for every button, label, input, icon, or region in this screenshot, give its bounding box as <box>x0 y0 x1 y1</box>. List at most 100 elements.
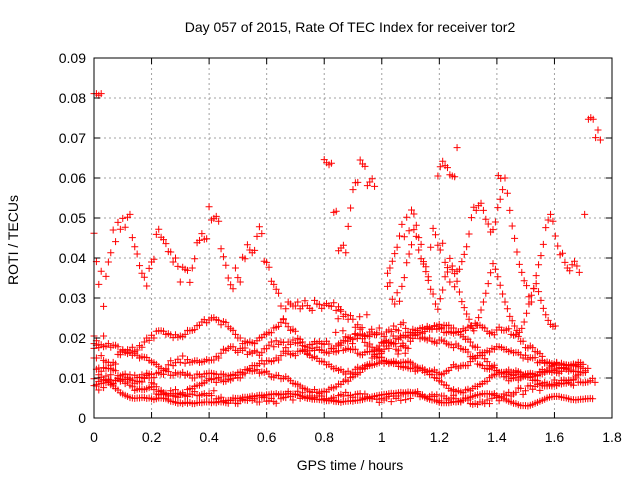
data-point <box>549 217 557 225</box>
data-point <box>100 332 108 340</box>
data-point <box>128 376 136 384</box>
data-point <box>181 330 189 338</box>
data-point <box>354 178 362 186</box>
data-point <box>387 398 395 406</box>
data-point <box>375 345 383 353</box>
data-point <box>536 386 544 394</box>
x-tick-label: 0.2 <box>142 429 162 445</box>
data-point <box>384 282 392 290</box>
data-point <box>499 186 507 194</box>
data-point <box>390 322 398 330</box>
data-point <box>282 319 290 327</box>
data-point <box>330 299 338 307</box>
data-point <box>150 255 158 263</box>
data-point <box>294 298 302 306</box>
data-point <box>441 258 449 266</box>
data-point <box>152 230 160 238</box>
data-point <box>150 386 158 394</box>
data-point <box>566 267 574 275</box>
data-point <box>511 322 519 330</box>
data-point <box>337 341 345 349</box>
data-point <box>460 304 468 312</box>
data-point <box>138 343 146 351</box>
data-point <box>236 334 244 342</box>
y-tick-label: 0.06 <box>59 170 86 186</box>
data-point <box>505 388 513 396</box>
data-point <box>472 206 480 214</box>
data-point <box>337 306 345 314</box>
data-point <box>325 340 333 348</box>
data-point <box>136 262 144 270</box>
data-point <box>138 269 146 277</box>
data-point <box>354 321 362 329</box>
data-point <box>224 274 232 282</box>
point-series <box>90 369 599 408</box>
data-point <box>539 304 547 312</box>
data-point <box>327 302 335 310</box>
data-point <box>551 322 559 330</box>
y-tick-label: 0 <box>78 410 86 426</box>
data-point <box>482 289 490 297</box>
data-point <box>222 318 230 326</box>
data-point <box>97 352 105 360</box>
data-point <box>143 282 151 290</box>
data-point <box>408 206 416 214</box>
data-point <box>579 360 587 368</box>
data-point <box>458 258 466 266</box>
data-point <box>458 298 466 306</box>
data-point <box>404 344 412 352</box>
y-tick-label: 0.03 <box>59 290 86 306</box>
data-point <box>349 315 357 323</box>
data-point <box>474 343 482 351</box>
data-point <box>131 243 139 251</box>
data-point <box>430 322 438 330</box>
data-point <box>372 331 380 339</box>
data-point <box>219 253 227 261</box>
data-point <box>361 338 369 346</box>
data-point <box>532 280 540 288</box>
data-point <box>227 281 235 289</box>
data-point <box>398 220 406 228</box>
data-point <box>179 352 187 360</box>
data-point <box>346 312 354 320</box>
data-point <box>138 378 146 386</box>
data-point <box>424 276 432 284</box>
data-point <box>289 396 297 404</box>
data-point <box>472 321 480 329</box>
y-tick-label: 0.07 <box>59 130 86 146</box>
data-point <box>521 351 529 359</box>
data-point <box>422 268 430 276</box>
data-point <box>465 315 473 323</box>
data-point <box>451 173 459 181</box>
data-point <box>291 302 299 310</box>
data-point <box>503 305 511 313</box>
data-point <box>415 246 423 254</box>
data-point <box>427 243 435 251</box>
y-tick-label: 0.08 <box>59 90 86 106</box>
data-point <box>284 323 292 331</box>
data-point <box>234 348 242 356</box>
data-point <box>535 261 543 269</box>
data-point <box>255 223 263 231</box>
data-point <box>116 372 124 380</box>
data-point <box>363 182 371 190</box>
data-point <box>429 224 437 232</box>
data-point <box>279 316 287 324</box>
data-point <box>215 316 223 324</box>
data-point <box>589 395 597 403</box>
data-point <box>455 265 463 273</box>
data-point <box>512 388 520 396</box>
data-point <box>95 280 103 288</box>
data-point <box>191 255 199 263</box>
data-point <box>258 349 266 357</box>
data-point <box>393 289 401 297</box>
data-point <box>396 332 404 340</box>
data-point <box>467 214 475 222</box>
data-point <box>561 258 569 266</box>
data-point <box>542 224 550 232</box>
data-point <box>446 278 454 286</box>
x-tick-label: 1.2 <box>430 429 450 445</box>
data-point <box>375 398 383 406</box>
data-point <box>406 394 414 402</box>
data-point <box>332 207 340 215</box>
